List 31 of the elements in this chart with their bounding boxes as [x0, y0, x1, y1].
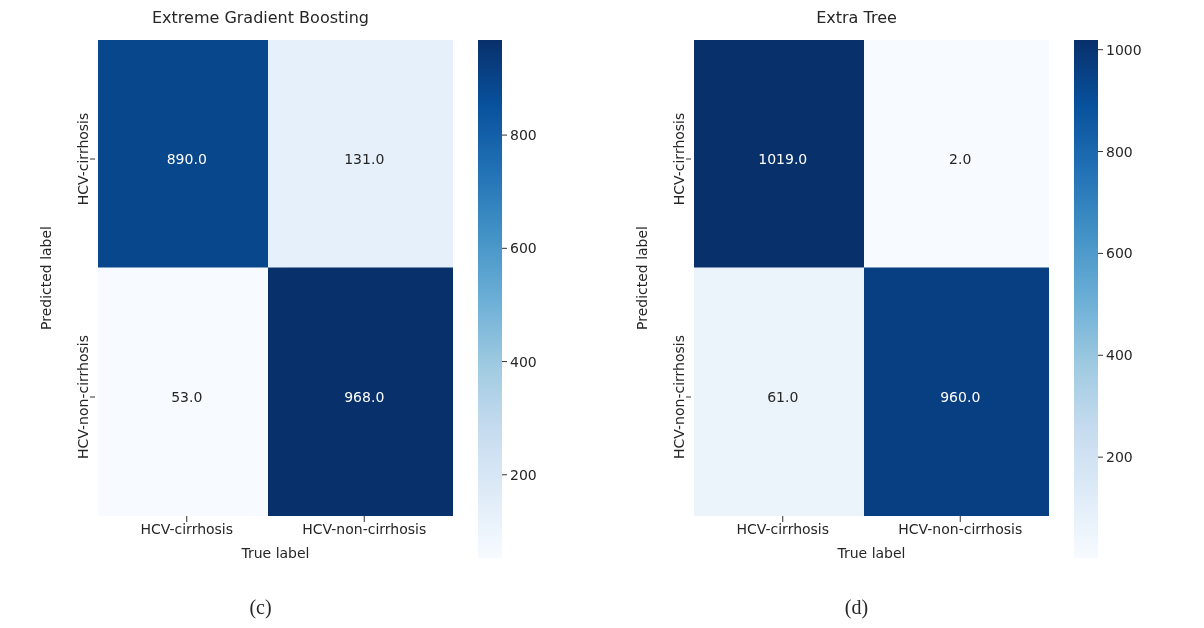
color-bar-label: 600	[510, 240, 537, 257]
x-tick-label: HCV-non-cirrhosis	[898, 520, 1023, 537]
data-label: 53.0	[171, 389, 203, 405]
x-axis-title: True label	[836, 545, 906, 561]
data-label: 61.0	[767, 389, 799, 405]
colour-scale: 200 400 600 800	[478, 8, 578, 628]
x-tick-label: HCV-cirrhosis	[140, 520, 234, 537]
y-axis-title: Predicted label	[633, 225, 650, 331]
x-axis-title: True label	[240, 545, 310, 561]
data-label: 960.0	[940, 389, 981, 405]
colour-scale: 200 400 600 800 1000	[1074, 8, 1174, 628]
color-bar-label: 600	[1106, 245, 1133, 262]
data-label: 1019.0	[758, 151, 808, 167]
color-bar-label: 800	[1106, 143, 1133, 160]
color-bar-label: 400	[510, 353, 537, 370]
x-tick-label: HCV-cirrhosis	[736, 520, 830, 537]
color-bar-label: 200	[510, 466, 537, 483]
data-label: 968.0	[344, 389, 385, 405]
chart-title: Extra Tree	[815, 8, 898, 27]
color-bar-label: 800	[510, 127, 537, 144]
color-bar-label: 200	[1106, 449, 1133, 466]
text: (c)	[248, 596, 273, 619]
color-bar-label: 1000	[1106, 41, 1142, 58]
y-axis-title: Predicted label	[37, 225, 54, 331]
chart-title: Extreme Gradient Boosting	[150, 8, 371, 27]
data-label: 2.0	[949, 151, 972, 167]
data-label: 890.0	[166, 151, 207, 167]
text: (d)	[843, 596, 870, 619]
x-tick-label: HCV-non-cirrhosis	[302, 520, 427, 537]
color-bar-label: 400	[1106, 347, 1133, 364]
data-label: 131.0	[344, 151, 385, 167]
